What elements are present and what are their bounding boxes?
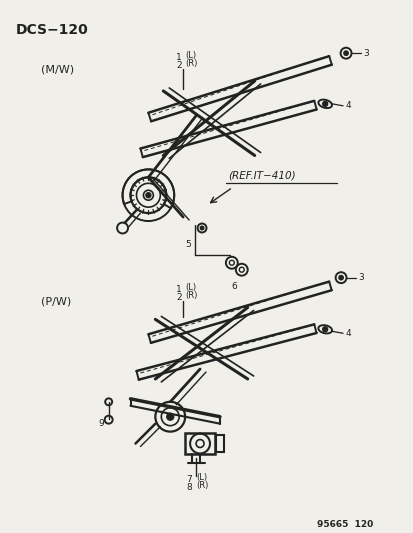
Text: 9: 9 (98, 419, 103, 428)
Text: 8: 8 (186, 483, 192, 492)
Text: 6: 6 (230, 281, 236, 290)
Text: 3: 3 (362, 49, 368, 58)
Text: 1: 1 (176, 285, 182, 294)
Wedge shape (122, 169, 174, 208)
Text: (M/W): (M/W) (41, 64, 74, 74)
Circle shape (200, 226, 203, 230)
Text: 5: 5 (185, 240, 191, 249)
Text: (R): (R) (185, 291, 197, 300)
Text: 7: 7 (186, 475, 192, 484)
Text: (R): (R) (185, 59, 197, 68)
Text: 4: 4 (344, 101, 350, 110)
Circle shape (166, 413, 173, 420)
Circle shape (343, 51, 347, 55)
Circle shape (145, 193, 150, 198)
Text: (P/W): (P/W) (41, 296, 71, 306)
Bar (216, 434, 223, 453)
Text: (L): (L) (196, 473, 206, 482)
Text: (REF.IT−410): (REF.IT−410) (227, 171, 295, 180)
Text: (R): (R) (196, 481, 208, 490)
Circle shape (322, 101, 327, 106)
Text: 95665  120: 95665 120 (316, 520, 373, 529)
Text: 2: 2 (176, 61, 182, 70)
Bar (185, 433, 214, 455)
Text: 3: 3 (357, 273, 363, 282)
Text: (L): (L) (185, 283, 196, 292)
Text: 2: 2 (176, 293, 182, 302)
Text: DCS−120: DCS−120 (15, 23, 88, 37)
Text: 4: 4 (344, 329, 350, 338)
Text: (L): (L) (185, 51, 196, 60)
Circle shape (338, 276, 342, 280)
Text: 1: 1 (176, 53, 182, 62)
Circle shape (322, 327, 327, 332)
